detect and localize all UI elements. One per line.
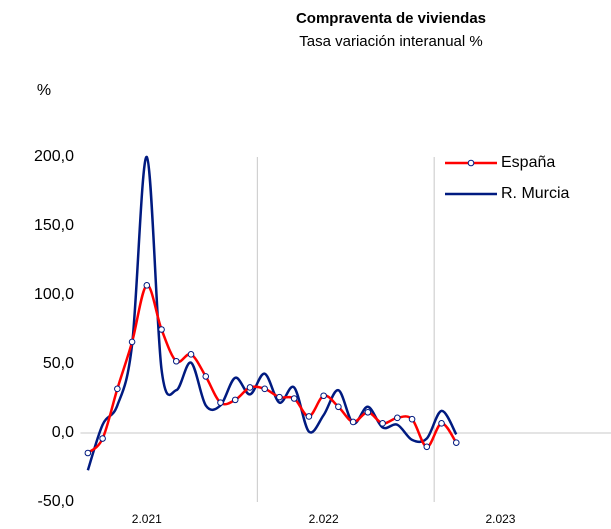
- point: [438, 420, 445, 427]
- point: [452, 439, 460, 446]
- point: [84, 449, 92, 457]
- point: [128, 338, 136, 346]
- point: [364, 409, 372, 416]
- point: [231, 396, 239, 404]
- point: [246, 384, 254, 391]
- point: [202, 373, 210, 380]
- legend-marker: [467, 159, 475, 167]
- point: [261, 385, 269, 393]
- legend-label: R. Murcia: [501, 185, 570, 202]
- x-tick-label: 2.023: [485, 512, 515, 526]
- point: [217, 399, 224, 406]
- point: [423, 443, 431, 451]
- point: [290, 395, 298, 402]
- point: [408, 415, 416, 423]
- y-tick-label: -50,0: [38, 493, 75, 510]
- chart-subtitle: Tasa variación interanual %: [299, 33, 482, 50]
- point: [379, 420, 386, 427]
- x-tick-label: 2.022: [309, 512, 339, 526]
- chart-title: Compraventa de viviendas: [296, 10, 486, 27]
- point: [276, 393, 283, 401]
- point: [394, 414, 401, 422]
- point: [349, 418, 357, 426]
- point: [172, 357, 180, 365]
- y-tick-label: 0,0: [52, 424, 74, 441]
- point: [158, 326, 165, 333]
- y-tick-label: 100,0: [34, 286, 74, 303]
- y-axis-label: %: [37, 82, 51, 99]
- point: [187, 351, 195, 358]
- x-tick-label: 2.021: [132, 512, 162, 526]
- point: [99, 435, 106, 442]
- point: [320, 392, 327, 400]
- y-tick-label: 50,0: [43, 355, 74, 372]
- point: [114, 385, 121, 393]
- legend-label: España: [501, 154, 555, 171]
- point: [143, 282, 151, 289]
- point: [305, 413, 313, 420]
- series-line: [86, 155, 458, 471]
- y-tick-label: 150,0: [34, 217, 74, 234]
- point: [335, 403, 342, 411]
- y-tick-label: 200,0: [34, 148, 74, 165]
